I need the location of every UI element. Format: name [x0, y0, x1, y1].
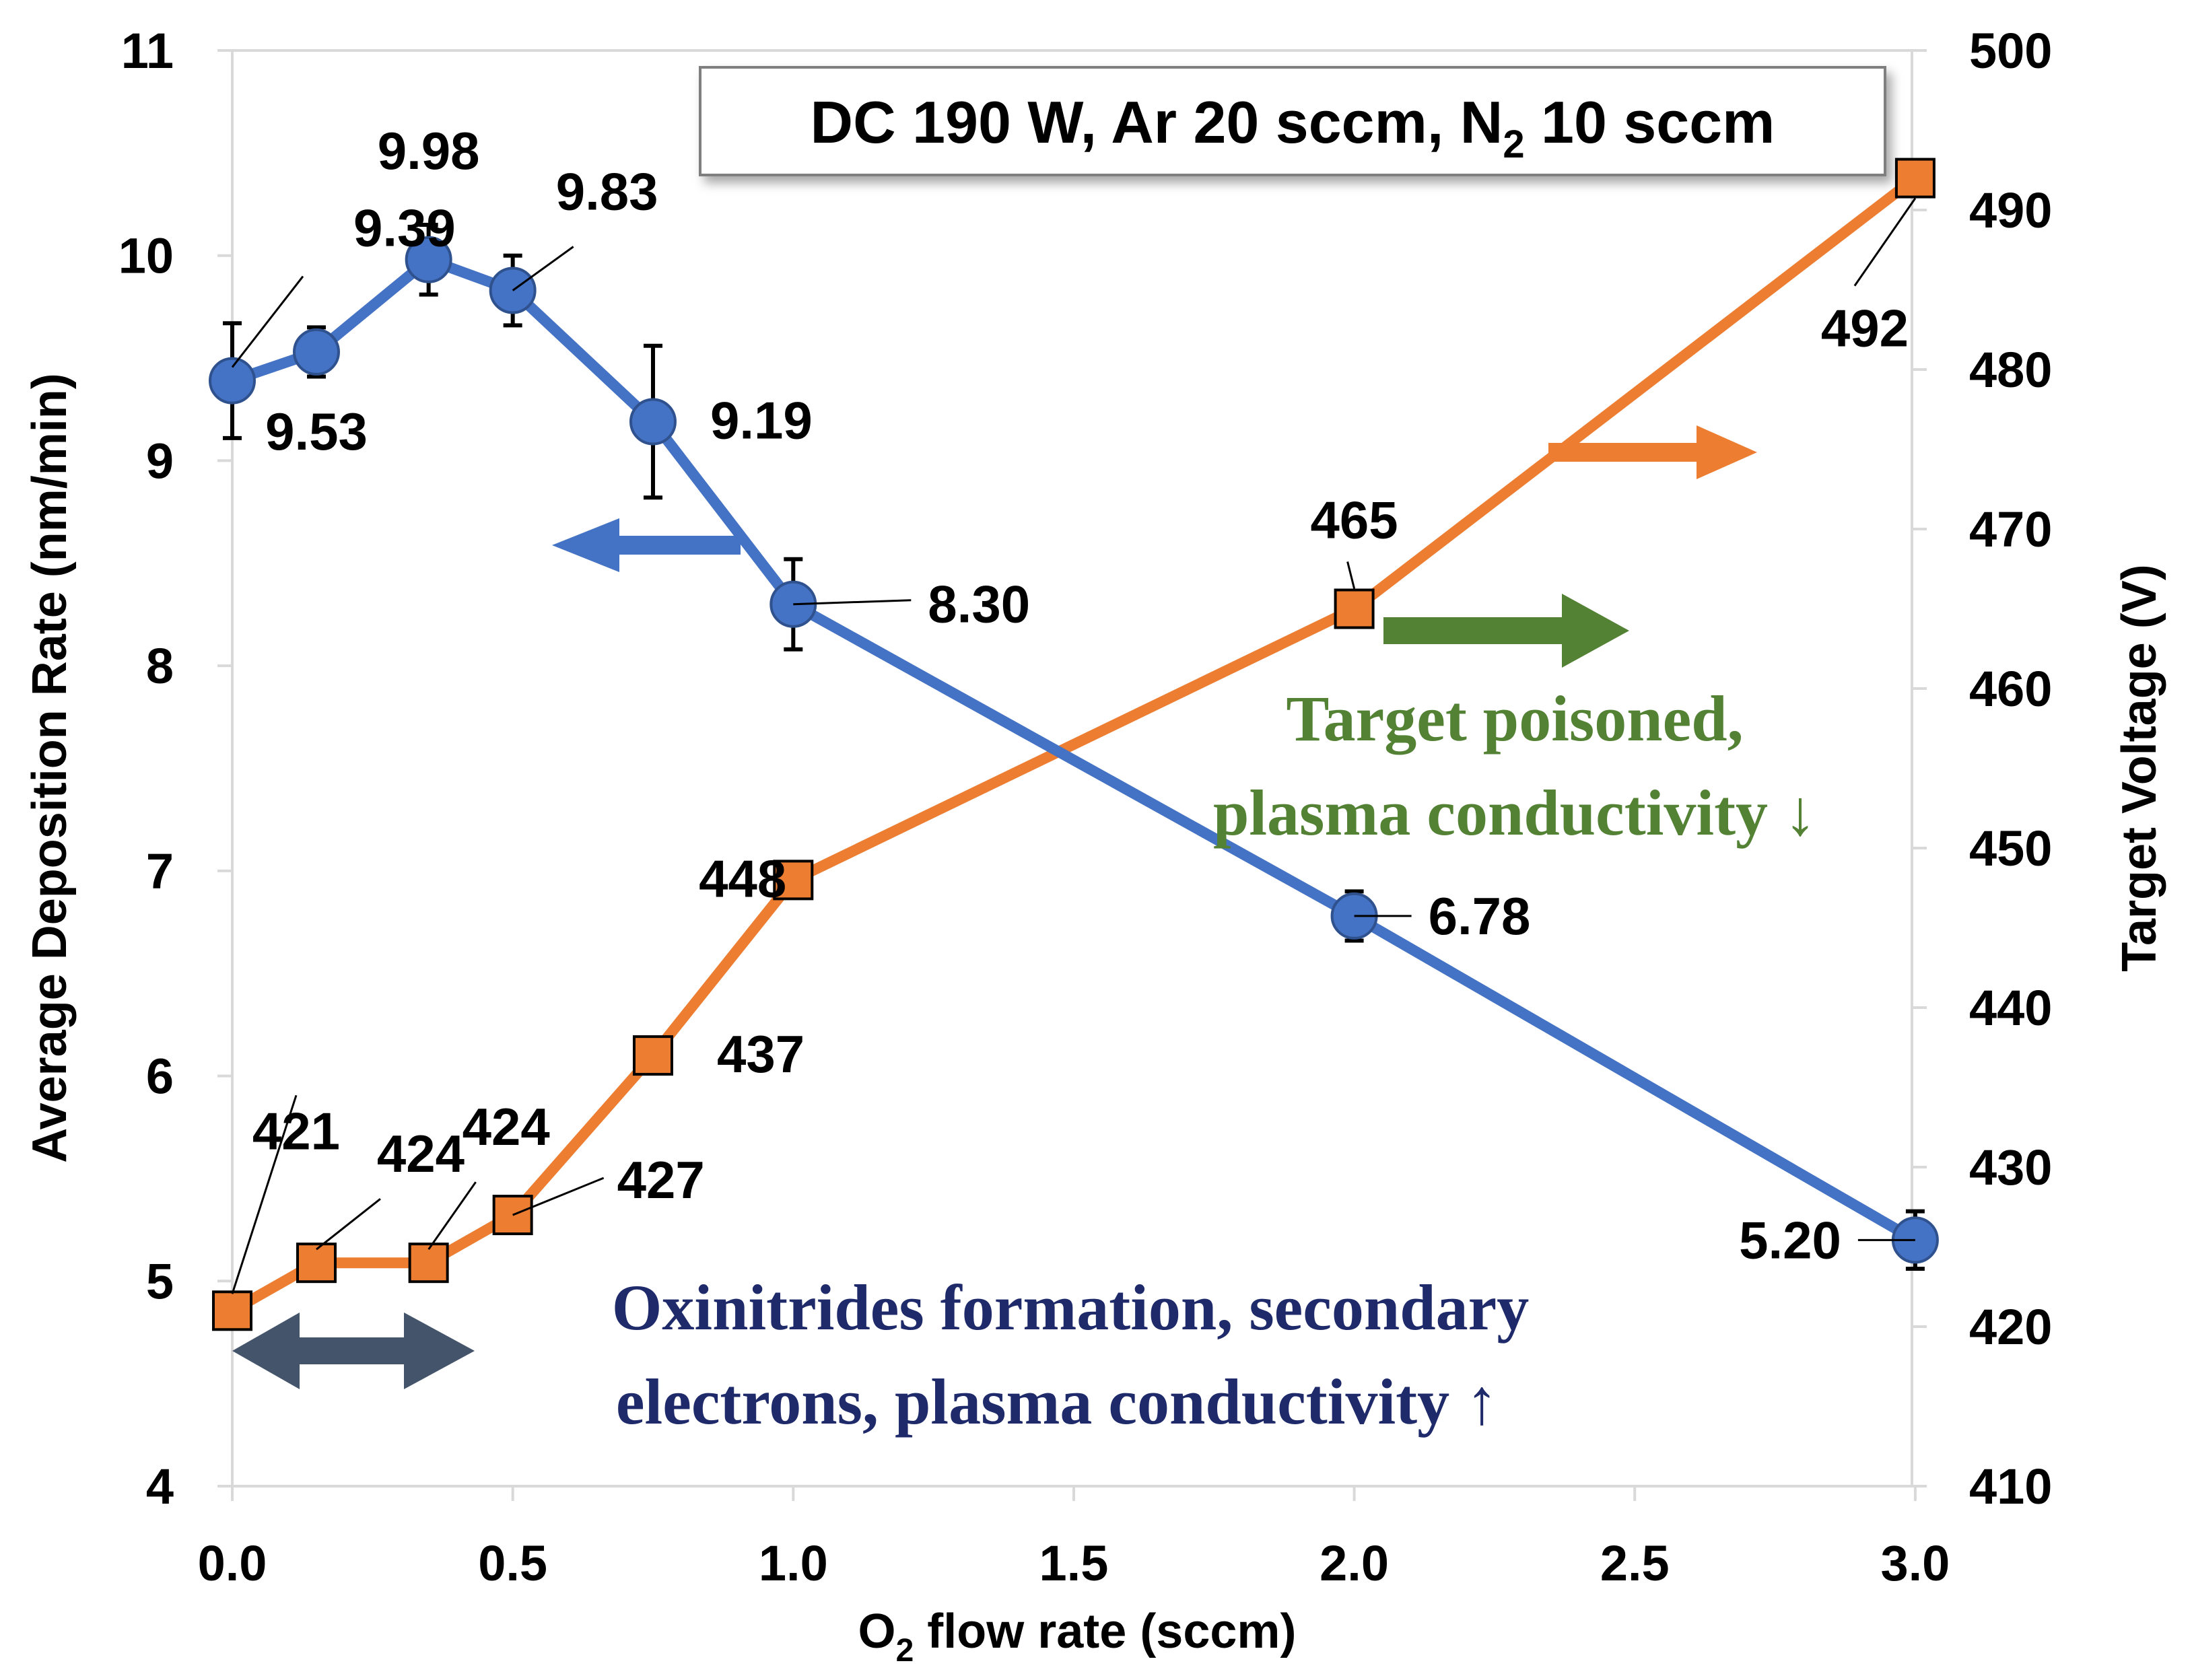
right-tick-label: 480 [1969, 342, 2052, 398]
deposition-point [405, 236, 452, 283]
voltage-point [632, 1035, 673, 1076]
right-tick-label: 460 [1969, 661, 2052, 717]
x-tick-label: 1.0 [759, 1535, 828, 1591]
right-tick-label: 500 [1969, 23, 2052, 79]
right-tick-label: 410 [1969, 1459, 2052, 1514]
double-arrow [232, 1312, 475, 1389]
voltage-label: 421 [252, 1101, 340, 1160]
x-tick-label: 0.5 [478, 1535, 547, 1591]
x-axis-title: O2 flow rate (sccm) [858, 1605, 1297, 1669]
orange-right-arrow [1548, 425, 1757, 479]
voltage-point [408, 1242, 449, 1284]
deposition-label: 9.83 [556, 162, 658, 221]
right-tick-label: 430 [1969, 1140, 2052, 1195]
left-y-axis: 4 5 6 7 8 9 10 11 [118, 23, 232, 1514]
annotation-poisoned-line2: plasma conductivity ↓ [1213, 777, 1816, 849]
voltage-label: 448 [699, 849, 786, 908]
annotation-oxinitride-line1: Oxinitrides formation, secondary [612, 1271, 1530, 1343]
voltage-point [1334, 588, 1375, 629]
x-tick-label: 2.5 [1600, 1535, 1670, 1591]
voltage-leader [1346, 561, 1356, 589]
deposition-leader [512, 246, 574, 291]
voltage-point [296, 1242, 337, 1284]
voltage-series [212, 158, 1936, 1331]
voltage-label: 437 [717, 1024, 804, 1084]
left-tick-label: 6 [146, 1049, 174, 1105]
left-tick-label: 4 [146, 1459, 174, 1514]
voltage-label: 424 [463, 1097, 550, 1156]
deposition-label: 9.53 [265, 402, 368, 461]
deposition-line [230, 254, 1918, 1245]
deposition-point [209, 357, 256, 405]
leader-lines [231, 197, 1917, 1294]
voltage-point [1894, 158, 1936, 199]
voltage-label: 492 [1821, 299, 1909, 358]
left-tick-label: 7 [146, 843, 174, 899]
annotation-poisoned-line1: Target poisoned, [1286, 682, 1743, 755]
x-axis: 0.0 0.5 1.0 1.5 2.0 2.5 3.0 [198, 1486, 1950, 1591]
voltage-leader [427, 1181, 477, 1251]
voltage-leader [231, 1094, 298, 1294]
deposition-label: 6.78 [1429, 886, 1531, 946]
left-tick-label: 9 [146, 433, 174, 489]
deposition-label: 9.19 [710, 391, 813, 450]
right-tick-label: 440 [1969, 980, 2052, 1036]
right-axis-title: Target Voltage (V) [2113, 564, 2166, 971]
right-tick-label: 490 [1969, 182, 2052, 238]
left-tick-label: 5 [146, 1253, 174, 1309]
left-tick-label: 8 [146, 638, 174, 694]
deposition-series [209, 223, 1939, 1271]
voltage-label: 424 [377, 1124, 465, 1183]
deposition-label: 8.30 [928, 575, 1030, 634]
left-tick-label: 11 [121, 23, 174, 79]
x-tick-label: 1.5 [1039, 1535, 1109, 1591]
right-tick-label: 470 [1969, 501, 2052, 557]
deposition-point [629, 398, 677, 446]
voltage-leader [316, 1198, 381, 1251]
condition-box [699, 66, 1886, 176]
deposition-leader [793, 599, 912, 606]
left-axis-title: Average Deposition Rate (nm/min) [23, 373, 77, 1163]
blue-left-arrow [552, 518, 741, 572]
x-tick-label: 2.0 [1320, 1535, 1389, 1591]
voltage-leader [1853, 197, 1917, 287]
right-tick-label: 420 [1969, 1299, 2052, 1355]
x-tick-label: 0.0 [198, 1535, 267, 1591]
voltage-label: 465 [1311, 491, 1398, 550]
deposition-leader [231, 275, 304, 368]
deposition-label: 9.98 [378, 121, 480, 180]
x-tick-label: 3.0 [1880, 1535, 1950, 1591]
plot-area [231, 49, 1913, 1488]
annotation-oxinitride-line2: electrons, plasma conductivity ↑ [616, 1366, 1498, 1438]
deposition-point [292, 328, 340, 376]
voltage-label: 427 [617, 1150, 705, 1210]
deposition-label: 9.39 [353, 199, 456, 258]
right-y-axis: 410 420 430 440 450 460 470 480 490 500 [1912, 23, 2052, 1514]
condition-text: DC 190 W, Ar 20 sccm, N2 10 sccm [811, 89, 1775, 166]
deposition-label: 5.20 [1739, 1210, 1841, 1269]
left-tick-label: 10 [118, 228, 174, 284]
voltage-point [773, 860, 814, 901]
right-tick-label: 450 [1969, 820, 2052, 876]
voltage-leader [512, 1177, 605, 1216]
voltage-point [212, 1290, 252, 1331]
green-right-arrow [1383, 594, 1629, 668]
